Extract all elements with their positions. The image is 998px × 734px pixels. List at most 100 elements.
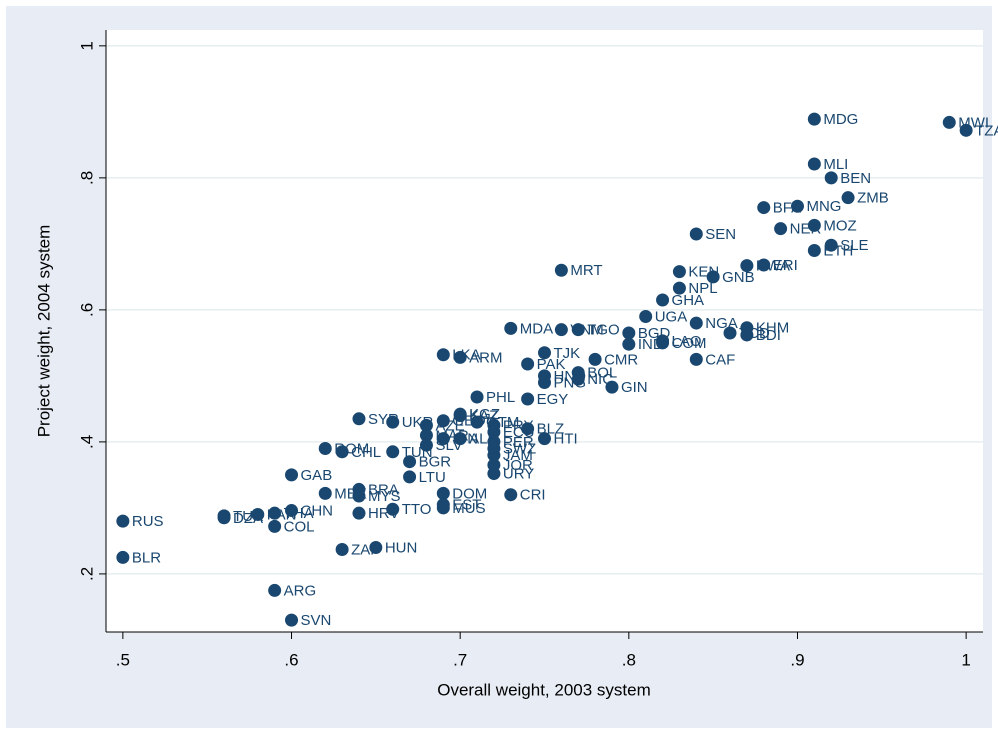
- point-label: GIN: [621, 379, 648, 396]
- point: [554, 323, 568, 337]
- point-label: BOL: [587, 365, 617, 382]
- point: [841, 191, 855, 205]
- point: [554, 263, 568, 277]
- point: [521, 357, 535, 371]
- point-label: JAM: [503, 447, 533, 464]
- point-label: EGY: [537, 391, 569, 408]
- y-tick-label: .2: [77, 567, 96, 581]
- point-label: SWZ: [503, 440, 536, 457]
- point: [487, 425, 501, 439]
- point-label: URY: [503, 466, 534, 483]
- point: [268, 519, 282, 533]
- point-label: BFA: [773, 200, 801, 217]
- point: [571, 372, 585, 386]
- point-label: MLI: [823, 156, 848, 173]
- point: [436, 486, 450, 500]
- point: [774, 222, 788, 236]
- point: [942, 115, 956, 129]
- point: [656, 293, 670, 307]
- point: [689, 352, 703, 366]
- point-label: TZA: [975, 122, 998, 139]
- point-label: MRT: [570, 262, 602, 279]
- point-label: RUS: [132, 513, 164, 530]
- point: [369, 541, 383, 555]
- point-label: HTI: [554, 431, 578, 448]
- point: [419, 418, 433, 432]
- point: [453, 407, 467, 421]
- point: [807, 218, 821, 232]
- y-tick-label: .8: [77, 171, 96, 185]
- point-label: MOZ: [823, 217, 856, 234]
- point: [672, 265, 686, 279]
- point-label: BLR: [132, 549, 161, 566]
- point: [622, 326, 636, 340]
- points: MDGMWITZAMLIBENZMBMNGBFAMOZNERSENSLEETHE…: [116, 111, 998, 629]
- point-label: MYS: [368, 488, 401, 505]
- point: [538, 346, 551, 360]
- point: [538, 375, 551, 389]
- point-label: TTO: [402, 501, 432, 518]
- point: [504, 488, 518, 502]
- point: [386, 502, 400, 516]
- point-label: MDA: [520, 320, 553, 337]
- point-label: LAO: [672, 333, 702, 350]
- y-axis-title: Project weight, 2004 system: [34, 225, 53, 438]
- point: [386, 415, 400, 429]
- point: [419, 428, 433, 442]
- point-label: BGR: [419, 454, 452, 471]
- point: [116, 514, 130, 528]
- point-label: MEX: [334, 485, 367, 502]
- point-label: MDG: [823, 111, 858, 128]
- point: [622, 337, 636, 351]
- plot-region: [106, 30, 983, 632]
- point-label: COL: [284, 518, 315, 535]
- point: [740, 259, 754, 273]
- x-axis-title: Overall weight, 2003 system: [437, 680, 651, 699]
- point: [824, 171, 838, 185]
- point-label: CAF: [705, 351, 735, 368]
- point-label: GHA: [672, 292, 705, 309]
- point: [285, 504, 299, 518]
- point-label: BEN: [840, 170, 871, 187]
- point-label: HUN: [385, 539, 418, 556]
- point: [807, 157, 821, 171]
- point-label: GAB: [301, 467, 333, 484]
- point: [672, 281, 686, 295]
- x-tick-label: .7: [453, 650, 467, 669]
- point-label: SLE: [840, 237, 868, 254]
- point: [470, 415, 484, 429]
- point: [436, 348, 450, 362]
- x-tick-label: .9: [790, 650, 804, 669]
- point: [487, 448, 501, 462]
- point: [790, 199, 804, 213]
- point-label: LTU: [419, 469, 446, 486]
- point-label: TJK: [554, 345, 581, 362]
- point-label: JOR: [503, 457, 533, 474]
- point: [217, 511, 231, 525]
- point-label: TGO: [587, 322, 620, 339]
- point-label: KHM: [756, 320, 789, 337]
- point-label: MNG: [806, 198, 841, 215]
- point: [453, 432, 467, 446]
- point: [352, 506, 366, 520]
- point: [487, 435, 501, 449]
- point: [453, 350, 467, 364]
- point-label: CMR: [604, 351, 638, 368]
- point: [403, 455, 417, 469]
- point-label: TCD: [739, 325, 770, 342]
- point: [487, 467, 501, 481]
- point-label: GNB: [722, 269, 755, 286]
- point: [436, 414, 450, 428]
- point-label: ARG: [284, 582, 317, 599]
- point: [268, 583, 282, 597]
- point: [740, 328, 754, 342]
- point-label: ARM: [469, 349, 502, 366]
- point-label: HRV: [368, 505, 399, 522]
- point: [538, 432, 551, 446]
- point-label: ETH: [823, 242, 853, 259]
- point-label: DOM: [452, 485, 487, 502]
- point: [352, 489, 366, 503]
- point: [605, 380, 619, 394]
- point-label: PHL: [486, 389, 515, 406]
